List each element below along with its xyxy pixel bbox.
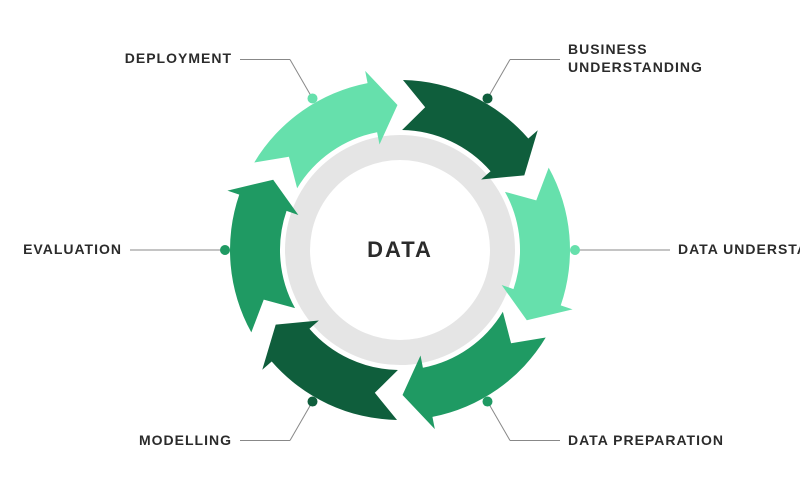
label-evaluation: EVALUATION xyxy=(23,241,122,259)
crisp-dm-cycle-diagram: DATA BUSINESSUNDERSTANDING DATA UNDERSTAN… xyxy=(0,0,800,500)
leader-dot-evaluation xyxy=(220,245,230,255)
label-data-understanding: DATA UNDERSTANDING xyxy=(678,241,800,259)
label-deployment: DEPLOYMENT xyxy=(125,50,232,68)
leader-dot-data-understanding xyxy=(570,245,580,255)
leader-dot-business-understanding xyxy=(483,93,493,103)
leader-dot-modelling xyxy=(308,397,318,407)
leader-line-modelling xyxy=(290,402,313,441)
leader-dot-data-preparation xyxy=(483,397,493,407)
label-business-understanding: BUSINESSUNDERSTANDING xyxy=(568,41,703,76)
leader-dot-deployment xyxy=(308,93,318,103)
leader-line-data-preparation xyxy=(488,402,511,441)
label-data-preparation: DATA PREPARATION xyxy=(568,432,724,450)
label-modelling: MODELLING xyxy=(139,432,232,450)
leader-line-deployment xyxy=(290,59,313,98)
leader-line-business-understanding xyxy=(488,59,511,98)
center-label: DATA xyxy=(367,237,433,263)
